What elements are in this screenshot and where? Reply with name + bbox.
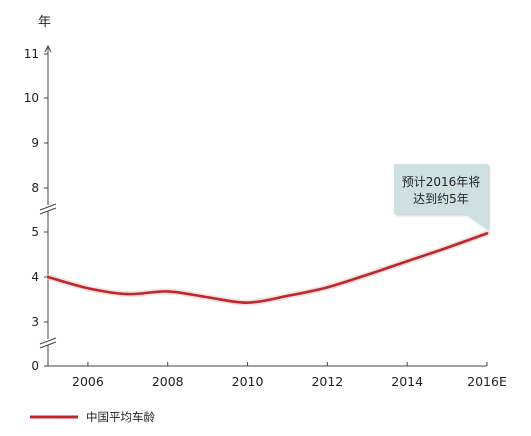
x-tick-label: 2012 xyxy=(311,374,343,389)
x-tick-label: 2016E xyxy=(467,374,507,389)
y-tick-label: 4 xyxy=(31,270,39,284)
y-tick-label: 5 xyxy=(31,225,39,239)
axis-break-mark xyxy=(39,337,57,345)
x-tick-label: 2008 xyxy=(152,374,184,389)
y-tick-label: 8 xyxy=(31,181,39,195)
callout-box xyxy=(394,164,488,230)
y-tick-label: 3 xyxy=(31,315,39,329)
x-tick-label: 2014 xyxy=(391,374,423,389)
axis-break-mark xyxy=(39,341,57,349)
axis-break-mark xyxy=(39,207,57,215)
y-axis-arrow xyxy=(44,44,52,53)
callout-text: 达到约5年 xyxy=(413,191,469,206)
x-tick-label: 2006 xyxy=(72,374,104,389)
y-tick-label: 10 xyxy=(24,91,39,105)
callout-text: 预计2016年将 xyxy=(402,175,481,189)
series-line xyxy=(46,232,489,304)
y-tick-label: 11 xyxy=(24,47,39,61)
x-tick-label: 2010 xyxy=(232,374,264,389)
legend-label: 中国平均车龄 xyxy=(86,410,155,424)
y-axis-unit-label: 年 xyxy=(38,15,51,30)
y-tick-label: 9 xyxy=(31,136,39,150)
y-tick-label: 0 xyxy=(31,359,39,373)
axis-break-mark xyxy=(39,203,57,211)
